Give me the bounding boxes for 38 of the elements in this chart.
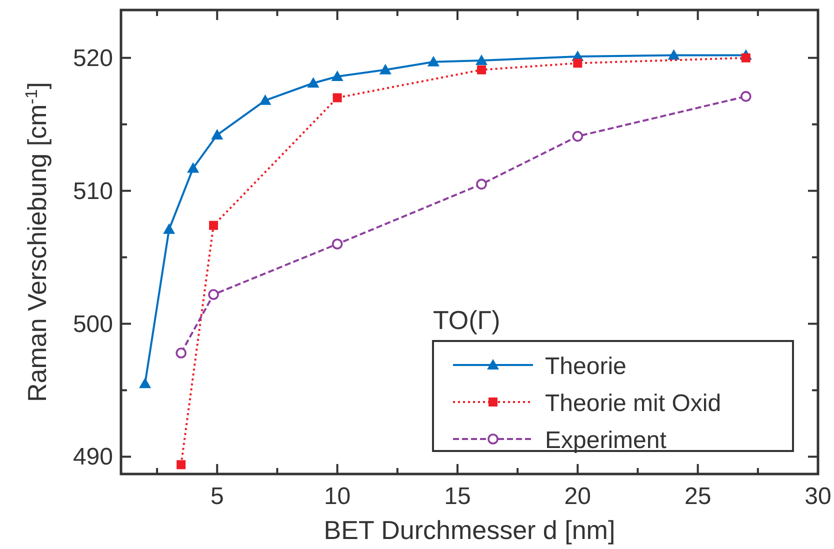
- y-tick-label: 510: [72, 178, 113, 205]
- point: [668, 49, 680, 60]
- point: [187, 162, 200, 173]
- point: [476, 178, 487, 190]
- point: [163, 223, 176, 234]
- point: [307, 77, 320, 88]
- y-tick-label: 520: [72, 44, 113, 72]
- y-tick-label: 490: [72, 444, 113, 471]
- point: [476, 54, 488, 66]
- point: [573, 58, 582, 68]
- x-tick-label: 5: [210, 483, 224, 510]
- point: [176, 348, 186, 358]
- point: [427, 56, 440, 66]
- x-tick-label: 15: [444, 483, 471, 510]
- point: [176, 460, 186, 470]
- x-tick-label: 30: [804, 483, 832, 510]
- x-tick-label: 10: [324, 483, 351, 510]
- x-axis-title: BET Durchmesser d [nm]: [324, 515, 616, 545]
- point: [332, 238, 343, 250]
- point: [211, 128, 224, 140]
- legend-label: Theorie: [545, 353, 626, 380]
- x-tick-label: 25: [684, 483, 712, 510]
- x-tick-label: 20: [564, 483, 592, 510]
- point: [331, 70, 344, 81]
- point: [208, 289, 219, 300]
- legend-label: Theorie mit Oxid: [545, 390, 722, 417]
- point: [209, 220, 218, 230]
- y-tick-label: 500: [72, 310, 113, 338]
- point: [379, 64, 392, 74]
- point: [332, 93, 342, 102]
- point: [740, 91, 752, 102]
- point: [139, 378, 152, 388]
- point: [741, 53, 750, 62]
- legend-title: TO(Γ): [433, 305, 500, 335]
- legend-label: Experiment: [545, 427, 667, 454]
- point: [572, 130, 584, 142]
- point: [477, 65, 486, 74]
- point: [259, 94, 272, 105]
